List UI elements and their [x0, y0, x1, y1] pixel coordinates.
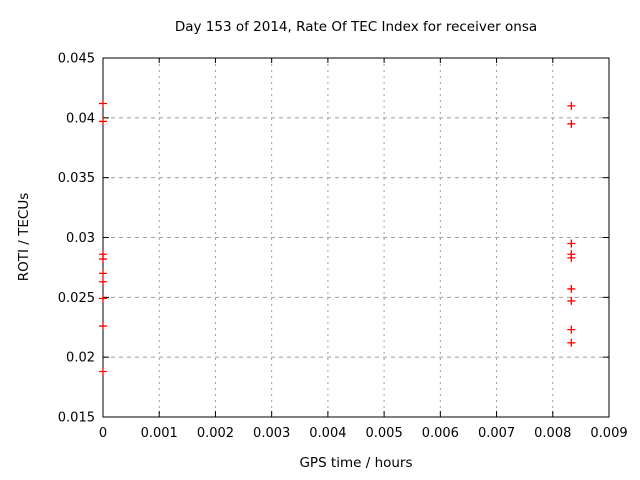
x-tick-label: 0.009: [590, 426, 627, 441]
x-tick-label: 0.004: [309, 426, 346, 441]
y-tick-label: 0.015: [58, 411, 95, 426]
x-tick-label: 0.007: [478, 426, 515, 441]
y-tick-label: 0.02: [66, 351, 95, 366]
x-tick-label: 0.005: [366, 426, 403, 441]
data-point: [567, 253, 576, 262]
x-tick-label: 0.001: [141, 426, 178, 441]
data-point: [99, 269, 107, 278]
data-point: [567, 119, 576, 128]
chart-title: Day 153 of 2014, Rate Of TEC Index for r…: [174, 19, 538, 35]
x-tick-label: 0.006: [422, 426, 459, 441]
y-tick-label: 0.035: [58, 171, 95, 186]
data-point: [567, 239, 576, 248]
data-point: [99, 99, 107, 108]
data-point: [99, 277, 107, 286]
y-tick-label: 0.03: [66, 231, 95, 246]
y-tick-label: 0.04: [66, 111, 95, 126]
x-tick-label: 0: [99, 426, 107, 441]
data-point: [99, 117, 107, 126]
data-point: [567, 284, 576, 293]
x-tick-label: 0.002: [197, 426, 234, 441]
y-tick-label: 0.025: [58, 291, 95, 306]
data-point: [99, 367, 107, 376]
y-axis-label: ROTI / TECUs: [16, 192, 32, 282]
data-point: [99, 294, 107, 303]
data-point: [567, 325, 576, 334]
data-point: [567, 338, 576, 347]
data-point: [567, 101, 576, 110]
x-axis-label: GPS time / hours: [299, 455, 413, 471]
data-point: [99, 322, 107, 331]
y-tick-label: 0.045: [58, 52, 95, 67]
data-point: [99, 255, 107, 264]
x-tick-label: 0.003: [253, 426, 290, 441]
x-tick-label: 0.008: [534, 426, 571, 441]
data-point: [567, 296, 576, 305]
